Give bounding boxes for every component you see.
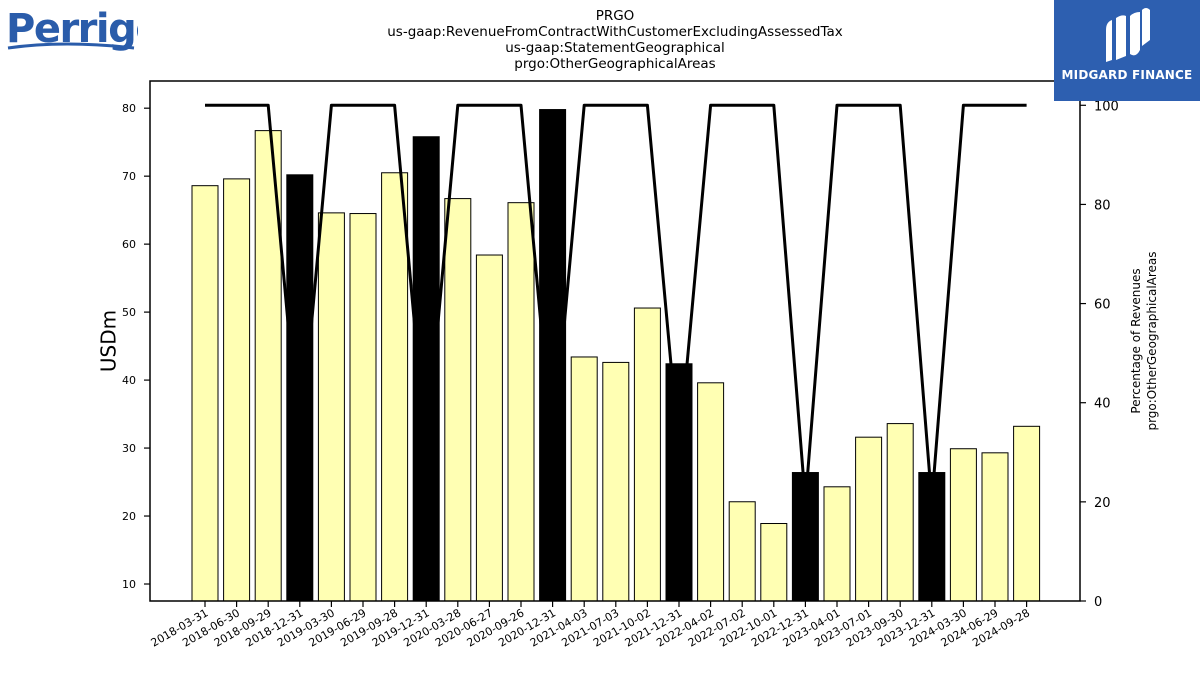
- y-axis-left: 10 20 30 40 50 60 70 80: [122, 102, 150, 591]
- bar: [349, 213, 377, 602]
- bar: [760, 523, 788, 602]
- y-axis-label: USDm: [97, 310, 121, 372]
- y2-tick-label: 0: [1094, 595, 1102, 610]
- bar: [728, 501, 756, 602]
- title-line: us-gaap:RevenueFromContractWithCustomerE…: [387, 24, 843, 40]
- title-line: prgo:OtherGeographicalAreas: [514, 56, 715, 72]
- chart-title: PRGOus-gaap:RevenueFromContractWithCusto…: [387, 8, 843, 72]
- bar: [1013, 425, 1041, 602]
- bar: [855, 436, 883, 602]
- bar: [697, 382, 725, 602]
- y2-tick-label: 80: [1094, 198, 1111, 213]
- bar: [317, 212, 345, 602]
- midgard-emblem-icon: [1106, 8, 1150, 62]
- bar: [475, 254, 503, 602]
- plot-frame: [149, 80, 1081, 602]
- logo-swoosh-icon: [7, 42, 135, 50]
- y-tick-label: 40: [122, 374, 136, 387]
- midgard-logo-text: MIDGARD FINANCE: [1061, 68, 1193, 82]
- bar-highlight: [665, 363, 693, 602]
- bars: [191, 109, 1041, 602]
- y2-tick-label: 40: [1094, 397, 1111, 412]
- y-tick-label: 20: [122, 510, 136, 523]
- bar: [981, 452, 1009, 602]
- y-tick-label: 30: [122, 442, 136, 455]
- y-tick-label: 50: [122, 306, 136, 319]
- y2-tick-label: 60: [1094, 298, 1111, 313]
- x-axis: 2018-03-312018-06-302018-09-292018-12-31…: [149, 601, 1032, 650]
- y2-axis-label: Percentage of Revenues prgo:OtherGeograph…: [1129, 251, 1159, 430]
- y2-axis-label-line: prgo:OtherGeographicalAreas: [1145, 251, 1159, 430]
- bar: [444, 198, 472, 602]
- bar: [949, 448, 977, 602]
- perrigo-logo: Perrigo: [4, 4, 163, 56]
- bar: [381, 172, 409, 602]
- y-tick-label: 80: [122, 102, 136, 115]
- bar: [507, 202, 535, 602]
- title-line: PRGO: [596, 8, 635, 24]
- y2-tick-label: 20: [1094, 496, 1111, 511]
- y-tick-label: 70: [122, 170, 136, 183]
- bar: [886, 423, 914, 602]
- bar: [633, 307, 661, 602]
- bar: [823, 486, 851, 602]
- bar: [191, 185, 219, 602]
- y-tick-label: 10: [122, 578, 136, 591]
- bar: [602, 361, 630, 602]
- bar-highlight: [286, 174, 314, 602]
- title-line: us-gaap:StatementGeographical: [505, 40, 724, 56]
- bar: [223, 178, 251, 602]
- midgard-finance-logo: MIDGARD FINANCE: [1054, 0, 1200, 101]
- bar-highlight: [791, 472, 819, 602]
- percentage-line: [205, 103, 1027, 504]
- percentage-series-line: [205, 103, 1027, 504]
- y2-axis-label-line: Percentage of Revenues: [1129, 268, 1143, 413]
- bar: [570, 356, 598, 602]
- y-axis-right: 0 20 40 60 80 100: [1080, 99, 1119, 610]
- y-tick-label: 60: [122, 238, 136, 251]
- y2-tick-label: 100: [1094, 99, 1119, 114]
